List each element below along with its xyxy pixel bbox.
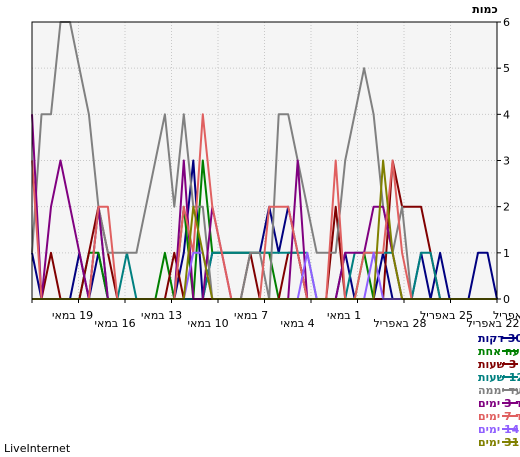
x-tick-label: 10 במאי	[188, 317, 229, 330]
legend-label: מ 14 עד 31 ימים	[478, 436, 520, 449]
x-tick-label: 25 באפריל	[420, 309, 473, 322]
y-tick-label: 3	[503, 155, 510, 168]
y-tick-label: 5	[503, 62, 510, 75]
y-tick-label: 0	[503, 293, 510, 306]
legend-label: מ 3 עד 7 ימים	[478, 410, 520, 423]
x-tick-label: 19 במאי	[52, 309, 93, 322]
x-tick-label: 7 במאי	[234, 309, 268, 322]
legend: מ 15 עד 30 דקותמ 30 דקות עד שעה אחתמשעה …	[478, 332, 520, 449]
y-tick-label: 6	[503, 16, 510, 29]
legend-label: מ 30 דקות עד שעה אחת	[478, 345, 520, 358]
y-axis-ticks: 0 1 2 3 4 5 6	[497, 16, 510, 306]
x-tick-label: 13 במאי	[141, 309, 182, 322]
x-tick-label: 22 באפריל	[467, 317, 520, 330]
x-tick-label: 16 במאי	[95, 317, 136, 330]
legend-label: משעה 1 עד 3 שעות	[478, 358, 520, 371]
x-tick-label: 4 במאי	[281, 317, 315, 330]
legend-label: מ 7 עד 14 ימים	[478, 423, 520, 436]
y-tick-label: 1	[503, 247, 510, 260]
y-axis-title: כמות	[472, 3, 497, 16]
x-tick-label: 28 באפריל	[374, 317, 427, 330]
legend-label: מ 3 עד 12 שעות	[478, 371, 520, 384]
legend-label: מ 1 עד 3 ימים	[478, 397, 520, 410]
y-tick-label: 2	[503, 201, 510, 214]
legend-label: מ 12 שעות עד יממה	[478, 384, 520, 397]
x-tick-label: 19 באפריל	[493, 309, 520, 322]
footer-brand: LiveInternet	[4, 442, 71, 455]
y-tick-label: 4	[503, 108, 510, 121]
x-tick-label: 1 במאי	[327, 309, 361, 322]
legend-label: מ 15 עד 30 דקות	[478, 332, 520, 345]
